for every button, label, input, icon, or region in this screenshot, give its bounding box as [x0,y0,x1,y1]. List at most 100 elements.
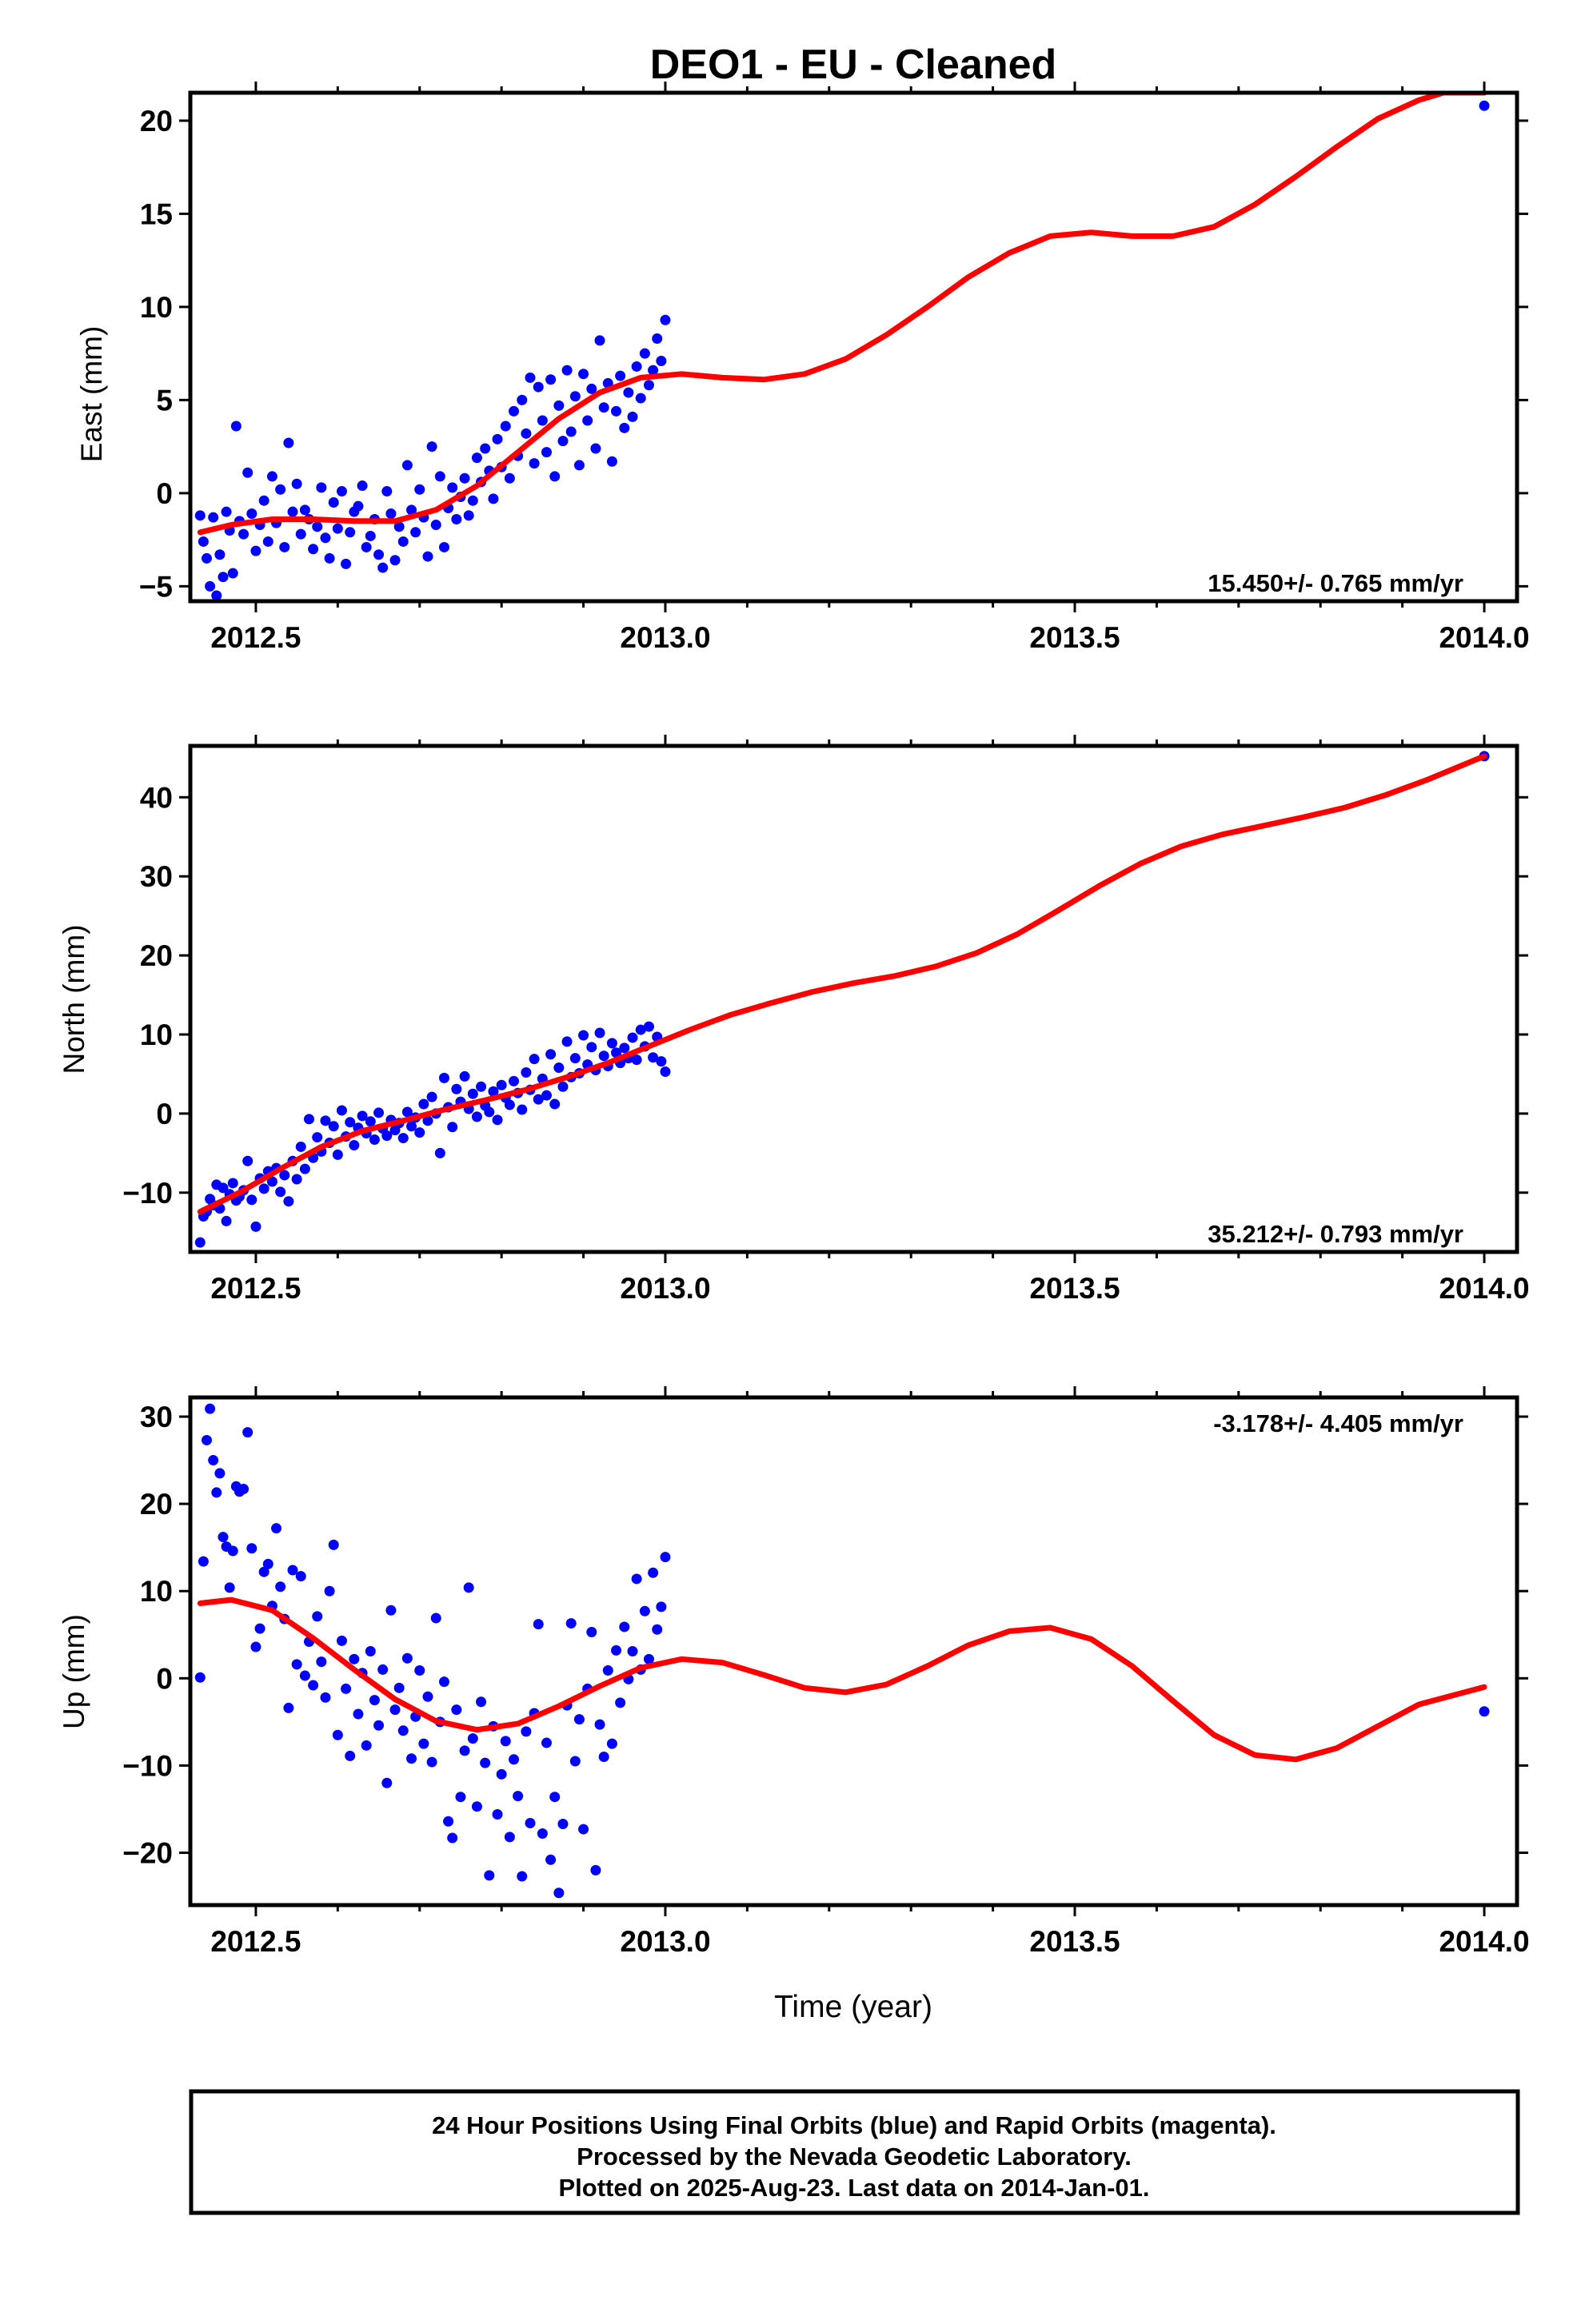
up-data-point [393,1682,405,1693]
north-data-point [509,1075,520,1086]
east-data-point [221,506,232,517]
east-data-point [401,460,413,471]
east-data-point [521,428,532,439]
north-data-point [422,1115,433,1126]
east-data-point [463,510,474,521]
up-data-point [295,1571,306,1582]
north-fit-line [197,753,1487,1215]
east-data-point [533,381,544,393]
east-data-point [218,572,229,583]
east-fit-line [197,93,1487,536]
up-y-tick-label: 30 [140,1401,173,1433]
north-data-point [496,1079,507,1090]
up-data-point [418,1738,429,1749]
north-data-point [545,1049,557,1060]
up-data-point [643,1653,654,1664]
east-data-point [627,411,638,422]
east-data-point [619,422,630,433]
north-data-point [227,1178,238,1189]
north-data-point [517,1104,528,1115]
east-data-point [299,504,310,516]
up-data-point [627,1646,638,1656]
north-data-point [258,1183,269,1194]
east-data-point [492,433,503,444]
east-data-point [509,405,520,417]
up-data-point [201,1434,212,1445]
north-panel: North (mm) 35.212+/- 0.793 mm/yr 2012.5 2… [58,735,1530,1305]
north-data-point [303,1114,314,1125]
up-data-point [509,1754,520,1765]
north-data-point [594,1027,605,1038]
north-data-point [242,1155,254,1166]
east-data-point [643,380,654,391]
east-data-point [393,521,405,532]
up-data-point [648,1567,659,1578]
east-data-point [389,555,401,566]
up-data-point [533,1619,544,1630]
east-data-point [553,400,565,411]
up-data-point [484,1870,495,1881]
east-data-point [586,383,597,394]
north-data-point [635,1024,646,1035]
up-data-point [537,1828,548,1840]
up-data-point [271,1523,282,1534]
north-data-point [438,1072,449,1083]
east-data-point [488,493,499,504]
north-data-point [521,1066,532,1078]
east-axis-label: East (mm) [75,326,108,463]
up-data-point [480,1757,491,1768]
up-data-point [332,1729,343,1740]
up-data-point [447,1832,458,1844]
east-data-point [275,484,286,495]
east-rate-label: 15.450+/- 0.765 mm/yr [1208,569,1463,597]
north-data-point [299,1163,310,1174]
east-y-tick-label: 5 [156,384,173,417]
north-data-point [250,1221,262,1232]
up-data-point [385,1604,397,1616]
north-y-tick-label: 30 [140,860,173,893]
up-y-tick-label: −10 [122,1749,173,1782]
north-y-tick-label: 10 [140,1018,173,1051]
east-y-tick-label: 15 [140,197,173,230]
east-data-point [258,495,269,506]
up-data-point [455,1792,466,1803]
up-data-point [365,1646,376,1656]
up-data-point [353,1708,364,1720]
east-data-point [308,544,319,555]
up-data-point [615,1697,626,1708]
east-data-point [194,510,206,521]
east-x-tick-label: 2013.5 [1029,621,1120,654]
up-data-point [336,1635,347,1646]
east-data-point [262,536,273,547]
north-data-point [488,1086,499,1097]
up-data-point [496,1768,507,1780]
north-data-point [561,1036,573,1047]
east-data-point [198,536,209,547]
footer-line-1: 24 Hour Positions Using Final Orbits (bl… [432,2111,1276,2139]
footer-box: 24 Hour Positions Using Final Orbits (bl… [189,2089,1520,2215]
up-data-point [397,1725,409,1736]
up-data-point [521,1726,532,1737]
north-data-point [434,1147,445,1158]
east-data-point [569,391,581,402]
east-data-point [471,452,482,464]
figure-title: DEO1 - EU - Cleaned [650,42,1057,88]
north-data-point [578,1030,589,1041]
east-x-tick-label: 2013.0 [620,621,710,654]
footer-line-3: Plotted on 2025-Aug-23. Last data on 201… [558,2174,1149,2202]
north-y-tick-label: 20 [140,939,173,972]
up-data-point [639,1605,650,1616]
north-data-point [447,1122,458,1133]
north-data-point [504,1099,515,1110]
north-data-point [631,1054,642,1066]
east-points [194,100,1490,601]
north-data-point [401,1106,413,1118]
east-data-point [656,355,667,366]
east-data-point [353,500,364,512]
up-data-point [361,1740,372,1751]
up-data-point [541,1737,552,1748]
up-data-point [324,1585,335,1597]
north-axis-label: North (mm) [58,924,90,1074]
north-data-point [381,1130,393,1142]
